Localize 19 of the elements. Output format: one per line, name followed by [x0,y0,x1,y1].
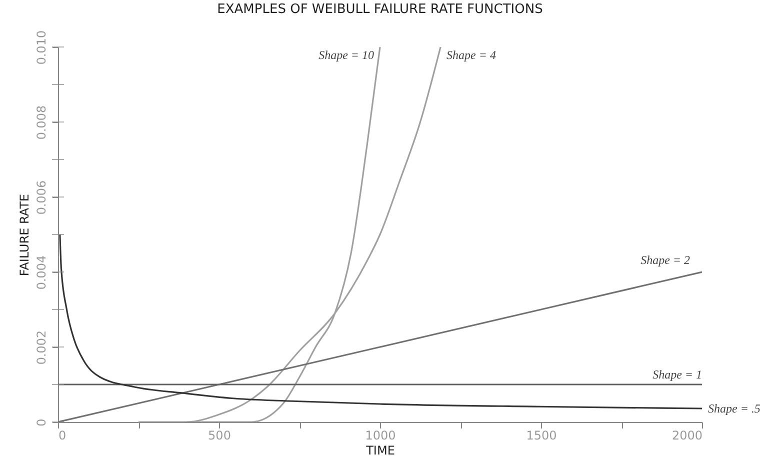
series-label: Shape = 10 [318,48,374,62]
y-tick-label: 0.002 [34,330,48,365]
y-tick-label: 0.010 [34,30,48,65]
y-tick-label: 0.006 [34,180,48,215]
series-label: Shape = 2 [640,253,690,267]
y-tick-label: 0.008 [34,105,48,140]
series-label: Shape = 4 [446,48,496,62]
x-tick-label: 2000 [672,428,702,442]
series-label: Shape = .5 [708,402,760,416]
series-label: Shape = 1 [652,368,702,382]
x-tick-label: 500 [208,428,231,442]
x-tick-label: 0 [58,428,66,442]
y-tick-label: 0 [34,418,48,426]
chart-title: EXAMPLES OF WEIBULL FAILURE RATE FUNCTIONS [217,2,543,17]
x-tick-label: 1000 [365,428,396,442]
y-tick-label: 0.004 [34,255,48,290]
y-axis-title: FAILURE RATE [18,194,32,276]
x-tick-label: 1500 [526,428,557,442]
x-axis-title: TIME [365,444,395,458]
